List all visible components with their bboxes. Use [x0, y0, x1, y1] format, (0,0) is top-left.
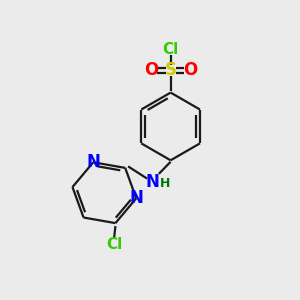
Text: H: H [160, 177, 170, 190]
Text: N: N [146, 172, 159, 190]
Text: Cl: Cl [163, 42, 179, 57]
Text: O: O [183, 61, 197, 80]
Text: S: S [165, 61, 177, 80]
Text: N: N [86, 153, 100, 171]
Text: N: N [129, 189, 143, 207]
Text: Cl: Cl [106, 237, 122, 252]
Text: O: O [144, 61, 159, 80]
